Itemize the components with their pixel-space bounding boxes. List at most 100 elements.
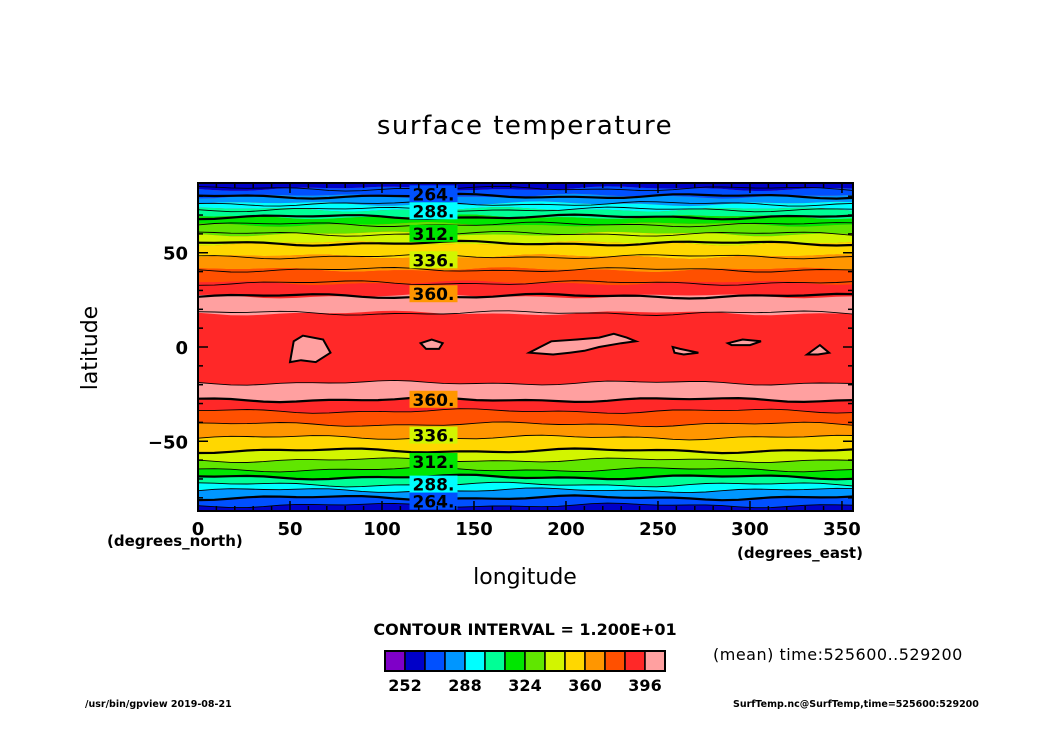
max-patch-0 xyxy=(288,334,332,364)
y-tick-label: −50 xyxy=(148,432,188,453)
contour-line-south-6 xyxy=(198,466,853,473)
contour-line-south-11 xyxy=(198,408,853,414)
x-tick-label: 150 xyxy=(455,519,493,540)
colorbar-swatch-6 xyxy=(504,650,526,672)
contour-line-north-4 xyxy=(198,206,853,213)
contour-label-bg-south-1 xyxy=(409,426,458,444)
band-south-12 xyxy=(198,380,853,403)
footer-program: /usr/bin/gpview 2019-08-21 xyxy=(85,699,232,710)
band-north-1 xyxy=(198,186,853,199)
contour-line-south-7 xyxy=(198,457,853,463)
band-north-9 xyxy=(198,254,853,273)
colorbar-label-1: 288 xyxy=(448,676,481,695)
contour-line-north-11 xyxy=(198,280,853,286)
contour-interval-text: CONTOUR INTERVAL = 1.200E+01 xyxy=(373,620,677,639)
contour-label-bg-north-0 xyxy=(409,185,458,203)
contour-label-north-4: 360. xyxy=(413,285,455,305)
contour-line-north-13 xyxy=(198,310,853,316)
contour-label-bg-south-3 xyxy=(409,475,458,493)
colorbar-swatch-3 xyxy=(444,650,466,672)
contour-label-south-1: 336. xyxy=(413,427,455,447)
max-patch-5 xyxy=(803,343,832,356)
contour-line-north-6 xyxy=(198,221,853,228)
colorbar-swatch-9 xyxy=(564,650,586,672)
band-south-8 xyxy=(198,435,853,454)
band-south-10 xyxy=(198,408,853,427)
colorbar-swatch-1 xyxy=(404,650,426,672)
colorbar-swatch-4 xyxy=(464,650,486,672)
colorbar-frame xyxy=(384,650,666,672)
x-axis-label: longitude xyxy=(473,565,577,590)
contour-line-north-5 xyxy=(198,213,853,221)
colorbar-swatch-2 xyxy=(424,650,446,672)
chart-title: surface temperature xyxy=(376,111,674,141)
colorbar-swatch-10 xyxy=(584,650,606,672)
colorbar-swatch-12 xyxy=(624,650,646,672)
contour-label-south-4: 264. xyxy=(413,493,455,513)
contour-line-north-12 xyxy=(198,292,853,300)
colorbar-swatch-8 xyxy=(544,650,566,672)
x-tick-label: 350 xyxy=(823,519,861,540)
contour-line-south-3 xyxy=(198,487,853,494)
colorbar-label-4: 396 xyxy=(628,676,661,695)
band-south-2 xyxy=(198,487,853,501)
contour-line-north-10 xyxy=(198,267,853,273)
contour-line-north-8 xyxy=(198,239,853,247)
contour-line-south-2 xyxy=(198,494,853,502)
contour-label-bg-north-3 xyxy=(409,251,458,269)
contour-label-bg-north-2 xyxy=(409,224,458,242)
y-axis-label: latitude xyxy=(78,305,103,391)
contour-line-north-1 xyxy=(198,185,853,192)
y-tick-label: 50 xyxy=(163,244,188,265)
colorbar-swatch-7 xyxy=(524,650,546,672)
contour-line-north-2 xyxy=(198,192,853,200)
colorbar-swatch-5 xyxy=(484,650,506,672)
band-south-6 xyxy=(198,457,853,472)
contour-label-south-3: 288. xyxy=(413,476,455,496)
x-tick-label: 250 xyxy=(639,519,677,540)
band-north-0 xyxy=(198,183,853,191)
band-north-8 xyxy=(198,241,853,259)
contour-line-north-7 xyxy=(198,231,853,237)
contour-label-north-1: 288. xyxy=(413,202,455,222)
contour-line-south-13 xyxy=(198,379,853,386)
contour-label-bg-south-2 xyxy=(409,452,458,470)
contour-label-north-0: 264. xyxy=(413,185,455,205)
colorbar-label-3: 360 xyxy=(568,676,601,695)
max-patch-4 xyxy=(725,338,762,347)
contour-line-north-3 xyxy=(198,201,853,207)
x-tick-label: 100 xyxy=(363,519,401,540)
y-tick-label: 0 xyxy=(175,338,188,359)
contour-line-south-4 xyxy=(198,481,853,488)
max-patch-1 xyxy=(418,338,445,350)
x-axis-unit: (degrees_east) xyxy=(737,544,863,562)
colorbar-label-0: 252 xyxy=(388,676,421,695)
x-tick-label: 50 xyxy=(277,519,302,540)
colorbar-swatch-13 xyxy=(644,650,666,672)
colorbar-label-2: 324 xyxy=(508,676,541,695)
max-patch-3 xyxy=(671,345,699,356)
max-patch-2 xyxy=(525,332,640,356)
mean-time-info: (mean) time:525600..529200 xyxy=(713,645,963,664)
contour-label-bg-north-1 xyxy=(409,202,458,220)
contour-line-south-12 xyxy=(198,396,853,404)
plot-area: 264.288.312.336.360.360.336.312.288.264. xyxy=(198,183,853,513)
band-north-11 xyxy=(198,280,853,299)
footer-source: SurfTemp.nc@SurfTemp,time=525600:529200 xyxy=(733,699,979,710)
contour-line-south-10 xyxy=(198,421,853,428)
colorbar-swatch-0 xyxy=(384,650,406,672)
contour-line-north-9 xyxy=(198,253,853,260)
contour-line-south-5 xyxy=(198,473,853,481)
x-tick-label: 200 xyxy=(547,519,585,540)
contour-label-bg-south-4 xyxy=(409,492,458,510)
x-tick-label: 0 xyxy=(192,519,205,540)
x-tick-label: 300 xyxy=(731,519,769,540)
contour-line-south-8 xyxy=(198,447,853,455)
band-south-11 xyxy=(198,397,853,414)
contour-line-south-1 xyxy=(198,502,853,509)
contour-label-bg-north-4 xyxy=(409,285,458,303)
contour-label-bg-south-0 xyxy=(409,390,458,408)
y-axis-unit: (degrees_north) xyxy=(107,532,243,550)
contour-label-south-0: 360. xyxy=(413,391,455,411)
